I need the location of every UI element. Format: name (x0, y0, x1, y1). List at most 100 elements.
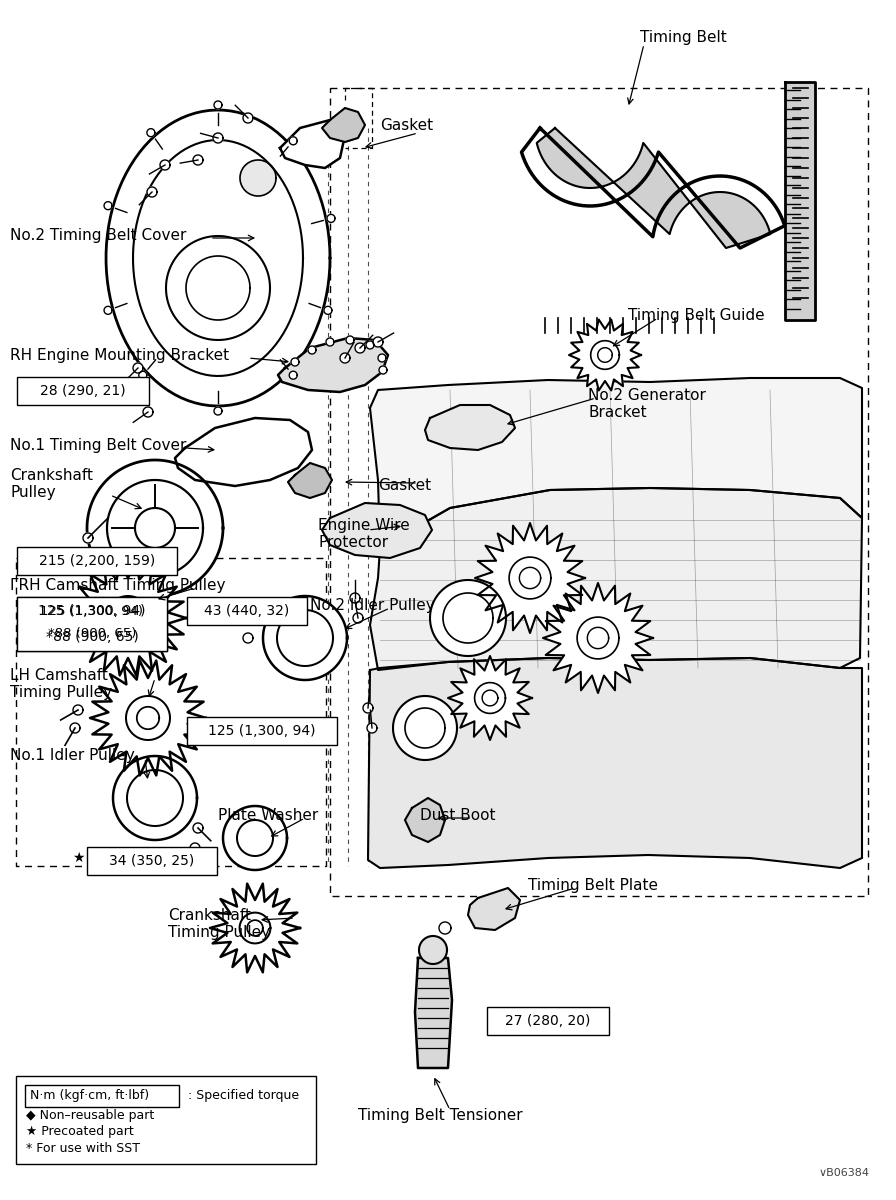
Polygon shape (326, 338, 334, 346)
Text: 27 (280, 20): 27 (280, 20) (505, 1014, 590, 1028)
Text: ★ Precoated part: ★ Precoated part (26, 1126, 134, 1139)
Polygon shape (322, 503, 432, 558)
Polygon shape (368, 658, 862, 868)
Text: ◆ Non–reusable part: ◆ Non–reusable part (26, 1110, 154, 1122)
Text: Gasket: Gasket (378, 478, 431, 493)
Polygon shape (240, 160, 276, 196)
Polygon shape (116, 607, 139, 629)
Text: Crankshaft
Timing Pulley: Crankshaft Timing Pulley (168, 908, 270, 941)
Polygon shape (448, 656, 532, 740)
Polygon shape (60, 604, 70, 613)
Text: No.1 Idler Pulley: No.1 Idler Pulley (10, 748, 134, 763)
Text: LH Camshaft
Timing Pulley: LH Camshaft Timing Pulley (10, 668, 112, 701)
Text: Timing Belt Plate: Timing Belt Plate (528, 878, 658, 893)
Text: : Specified torque: : Specified torque (188, 1090, 299, 1103)
Polygon shape (160, 160, 170, 170)
Polygon shape (70, 550, 80, 560)
Text: 125 (1,300, 94): 125 (1,300, 94) (39, 604, 146, 618)
FancyBboxPatch shape (187, 596, 307, 625)
Text: ΓRH Camshaft Timing Pulley: ΓRH Camshaft Timing Pulley (10, 578, 226, 593)
Text: *88 (900, 65): *88 (900, 65) (47, 628, 136, 641)
Polygon shape (147, 187, 157, 197)
FancyBboxPatch shape (487, 1007, 609, 1034)
Text: *88 (900, 65): *88 (900, 65) (46, 630, 138, 644)
FancyBboxPatch shape (25, 1085, 179, 1106)
Polygon shape (288, 463, 332, 498)
Polygon shape (425, 404, 515, 450)
Polygon shape (468, 888, 520, 930)
Polygon shape (322, 108, 365, 142)
Polygon shape (415, 958, 452, 1068)
Polygon shape (370, 488, 862, 670)
Polygon shape (223, 806, 287, 870)
Text: * For use with SST: * For use with SST (26, 1141, 140, 1154)
FancyBboxPatch shape (17, 547, 177, 575)
Polygon shape (137, 385, 147, 395)
Polygon shape (143, 407, 153, 416)
Text: 215 (2,200, 159): 215 (2,200, 159) (39, 554, 155, 568)
Text: Dust Boot: Dust Boot (420, 808, 495, 823)
Text: 28 (290, 21): 28 (290, 21) (40, 384, 125, 398)
Polygon shape (340, 353, 350, 362)
Text: Gasket: Gasket (380, 118, 433, 133)
Polygon shape (190, 844, 200, 853)
Polygon shape (405, 798, 445, 842)
Text: ★: ★ (72, 851, 84, 865)
Polygon shape (166, 236, 270, 340)
Polygon shape (482, 690, 498, 706)
Polygon shape (363, 703, 373, 713)
Polygon shape (419, 936, 447, 964)
FancyBboxPatch shape (187, 716, 337, 745)
Polygon shape (73, 706, 83, 715)
Polygon shape (214, 407, 222, 415)
Polygon shape (147, 128, 155, 137)
Polygon shape (213, 133, 223, 143)
Text: No.1 Timing Belt Cover: No.1 Timing Belt Cover (10, 438, 186, 452)
Polygon shape (210, 883, 300, 972)
Text: ∨B06384: ∨B06384 (819, 1168, 870, 1178)
Polygon shape (133, 364, 143, 373)
Polygon shape (520, 568, 540, 589)
Polygon shape (373, 337, 383, 347)
Polygon shape (70, 560, 186, 676)
Polygon shape (537, 128, 771, 248)
Polygon shape (247, 920, 263, 936)
FancyBboxPatch shape (17, 596, 167, 650)
Polygon shape (785, 82, 815, 320)
Text: RH Engine Mounting Bracket: RH Engine Mounting Bracket (10, 348, 229, 362)
Text: N·m (kgf·cm, ft·lbf): N·m (kgf·cm, ft·lbf) (30, 1090, 149, 1103)
FancyBboxPatch shape (17, 377, 149, 404)
Polygon shape (353, 613, 363, 623)
Polygon shape (106, 110, 330, 406)
Text: Timing Belt Guide: Timing Belt Guide (628, 308, 764, 323)
Polygon shape (243, 634, 253, 643)
Polygon shape (569, 319, 641, 390)
Polygon shape (133, 140, 303, 376)
Polygon shape (475, 523, 585, 634)
Polygon shape (366, 341, 374, 349)
Polygon shape (87, 460, 223, 596)
Polygon shape (289, 137, 297, 145)
Polygon shape (588, 628, 608, 649)
Polygon shape (370, 378, 862, 548)
FancyBboxPatch shape (16, 1076, 316, 1164)
Polygon shape (543, 583, 653, 692)
Text: No.2 Timing Belt Cover: No.2 Timing Belt Cover (10, 228, 186, 242)
Text: 125 (1,300, 94): 125 (1,300, 94) (40, 606, 143, 618)
Polygon shape (175, 418, 312, 486)
Text: Timing Belt Tensioner: Timing Belt Tensioner (358, 1108, 522, 1123)
Polygon shape (83, 533, 93, 542)
Polygon shape (135, 508, 175, 548)
Polygon shape (367, 724, 377, 733)
Polygon shape (193, 155, 203, 164)
Text: Timing Belt: Timing Belt (640, 30, 727, 44)
Text: Engine Wire
Protector: Engine Wire Protector (318, 518, 409, 551)
Polygon shape (137, 707, 159, 730)
Text: 125 (1,300, 94): 125 (1,300, 94) (208, 724, 315, 738)
Polygon shape (136, 509, 174, 547)
Polygon shape (57, 623, 67, 632)
Polygon shape (70, 724, 80, 733)
Polygon shape (263, 596, 347, 680)
Polygon shape (350, 593, 360, 602)
Polygon shape (193, 823, 203, 833)
